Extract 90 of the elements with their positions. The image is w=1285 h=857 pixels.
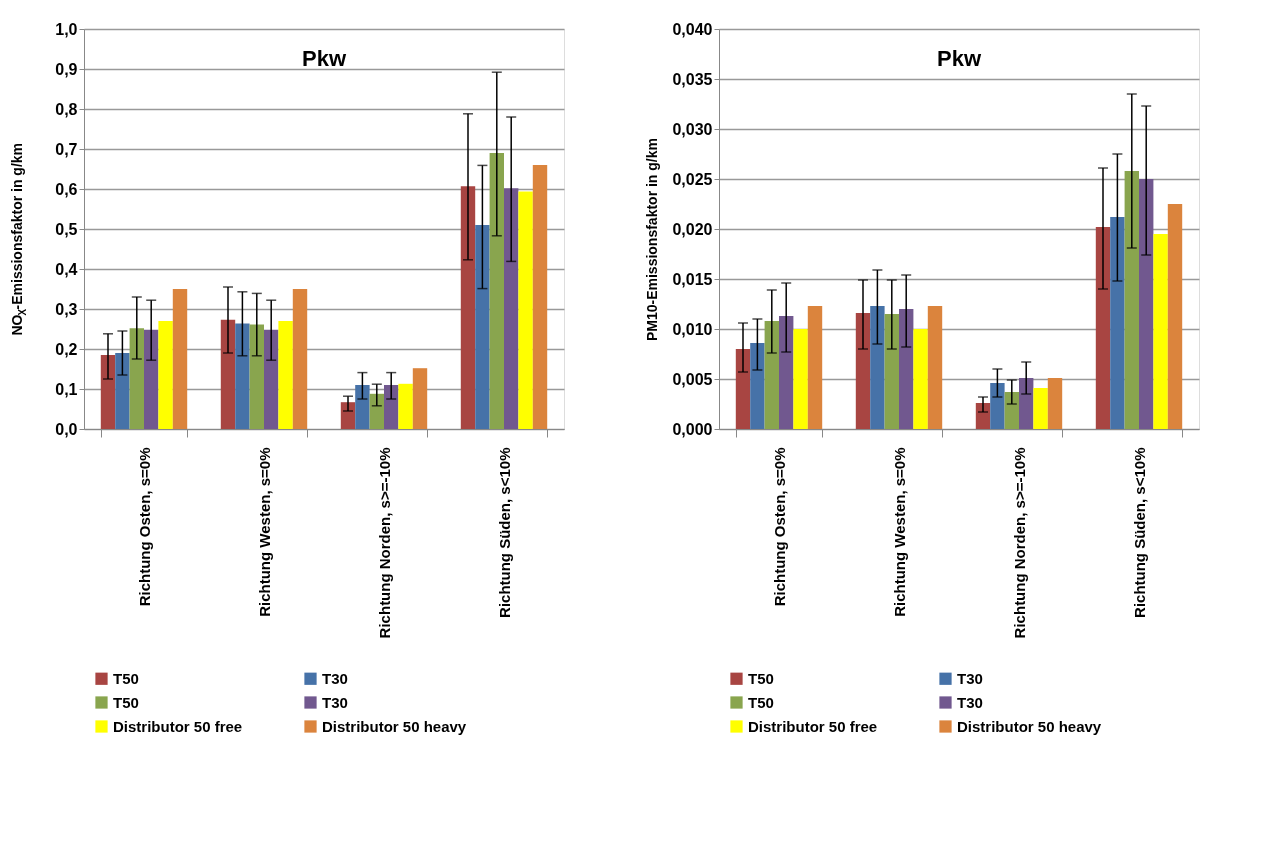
bar: [235, 323, 250, 429]
bar: [779, 316, 794, 429]
y-tick-label: 0,1: [55, 380, 78, 398]
bar: [518, 191, 533, 429]
y-tick-label: 0,020: [672, 220, 713, 238]
x-tick-label: Richtung Westen, s=0%: [890, 447, 908, 617]
bar: [369, 393, 384, 429]
bar: [1004, 392, 1019, 429]
bar: [1047, 378, 1063, 429]
y-tick-label: 0,6: [55, 180, 78, 198]
bar: [489, 153, 504, 429]
y-tick-label: 0,9: [55, 60, 78, 78]
bar: [1110, 217, 1125, 429]
bar: [278, 321, 293, 429]
y-tick-label: 0,7: [55, 140, 78, 158]
y-tick-label: 0,035: [672, 70, 713, 88]
x-tick-label: Richtung Osten, s=0%: [135, 447, 153, 607]
bar: [807, 306, 823, 429]
y-tick-label: 0,015: [672, 270, 713, 288]
bar: [870, 306, 885, 429]
bar: [1019, 378, 1034, 429]
y-tick-label: 0,030: [672, 120, 713, 138]
bar: [884, 314, 899, 429]
bar: [990, 383, 1005, 429]
legend-label: Distributor 50 heavy: [957, 717, 1102, 735]
y-tick-label: 0,025: [672, 170, 713, 188]
bar: [412, 368, 428, 429]
bar: [264, 329, 279, 429]
bar: [100, 355, 116, 429]
bar: [355, 385, 370, 429]
x-tick-label: Richtung Norden, s>=-10%: [375, 447, 393, 639]
bar: [532, 165, 548, 429]
text: Pkw: [936, 46, 982, 71]
legend-label: T30: [322, 669, 348, 687]
bar: [460, 186, 476, 429]
bar: [475, 225, 490, 429]
bar: [115, 353, 130, 429]
bar: [899, 309, 914, 429]
y-tick-label: 1,0: [55, 20, 78, 38]
legend-label: T30: [322, 693, 348, 711]
bar: [384, 385, 399, 429]
bar: [398, 383, 413, 429]
bar: [220, 319, 236, 429]
x-tick-label: Richtung Süden, s<10%: [1130, 447, 1148, 618]
bar: [144, 329, 159, 429]
bar: [158, 321, 173, 429]
legend-label: T50: [748, 669, 774, 687]
y-tick-label: 0,3: [55, 300, 78, 318]
y-tick-label: 0,000: [672, 420, 713, 438]
legend-label: Distributor 50 free: [748, 717, 878, 735]
bar: [1167, 204, 1183, 429]
bar: [249, 324, 264, 429]
legend-label: T50: [113, 693, 139, 711]
y-tick-label: 0,4: [55, 260, 78, 278]
y-axis-title: PM10-Emissionsfaktor in g/km: [644, 138, 660, 342]
legend-label: T50: [113, 669, 139, 687]
bar: [927, 306, 943, 429]
bar: [1153, 234, 1168, 429]
y-tick-label: 0,005: [672, 370, 713, 388]
bar: [764, 321, 779, 429]
text: Pkw: [301, 46, 347, 71]
legend-label: T30: [957, 669, 983, 687]
bar: [1124, 171, 1139, 429]
bar: [1033, 388, 1048, 429]
bar: [1139, 179, 1154, 429]
bar: [750, 343, 765, 429]
y-tick-label: 0,5: [55, 220, 78, 238]
bar: [735, 349, 751, 429]
y-tick-label: 0,0: [55, 420, 78, 438]
y-axis-title: NOX-Emissionsfaktor in g/km: [9, 142, 28, 336]
bar: [793, 329, 808, 429]
x-tick-label: Richtung Norden, s>=-10%: [1010, 447, 1028, 639]
bar: [172, 289, 188, 429]
bar: [129, 328, 144, 429]
bar: [1095, 227, 1111, 429]
y-tick-label: 0,8: [55, 100, 78, 118]
bar: [913, 329, 928, 429]
y-tick-label: 0,040: [672, 20, 713, 38]
legend-label: T30: [957, 693, 983, 711]
legend-label: Distributor 50 free: [113, 717, 243, 735]
legend-label: T50: [748, 693, 774, 711]
bar: [504, 188, 519, 429]
y-tick-label: 0,010: [672, 320, 713, 338]
x-tick-label: Richtung Westen, s=0%: [255, 447, 273, 617]
y-tick-label: 0,2: [55, 340, 78, 358]
bar: [292, 289, 308, 429]
bar: [855, 313, 871, 429]
x-tick-label: Richtung Süden, s<10%: [495, 447, 513, 618]
x-tick-label: Richtung Osten, s=0%: [770, 447, 788, 607]
legend-label: Distributor 50 heavy: [322, 717, 467, 735]
